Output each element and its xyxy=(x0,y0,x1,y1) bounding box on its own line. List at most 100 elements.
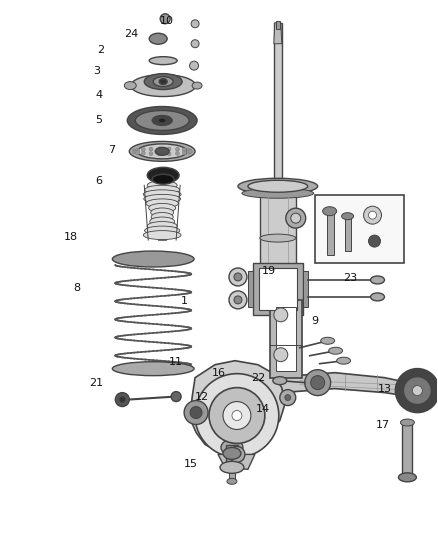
Ellipse shape xyxy=(151,213,173,221)
Ellipse shape xyxy=(124,82,136,90)
Ellipse shape xyxy=(220,462,244,473)
Text: 4: 4 xyxy=(95,91,102,100)
Text: 13: 13 xyxy=(378,384,392,394)
Circle shape xyxy=(396,369,438,413)
Text: 2: 2 xyxy=(98,45,105,55)
Circle shape xyxy=(223,401,251,430)
Ellipse shape xyxy=(143,231,181,240)
Circle shape xyxy=(115,393,129,407)
Circle shape xyxy=(167,152,171,156)
Text: 5: 5 xyxy=(95,115,102,125)
Ellipse shape xyxy=(152,174,174,184)
Bar xyxy=(314,195,404,263)
Polygon shape xyxy=(238,373,419,469)
Ellipse shape xyxy=(144,195,180,203)
Circle shape xyxy=(195,374,279,457)
Bar xyxy=(345,215,350,251)
Bar xyxy=(276,307,296,370)
Circle shape xyxy=(234,273,242,281)
Ellipse shape xyxy=(152,116,172,125)
Ellipse shape xyxy=(148,204,176,212)
Circle shape xyxy=(280,390,296,406)
Ellipse shape xyxy=(328,347,343,354)
Circle shape xyxy=(167,147,171,151)
Ellipse shape xyxy=(371,293,385,301)
Circle shape xyxy=(158,152,162,156)
Text: 22: 22 xyxy=(251,373,265,383)
Text: 6: 6 xyxy=(95,176,102,187)
Ellipse shape xyxy=(147,181,177,190)
Circle shape xyxy=(413,385,422,395)
Ellipse shape xyxy=(155,148,169,155)
Bar xyxy=(276,21,280,29)
Text: 9: 9 xyxy=(311,316,318,326)
Circle shape xyxy=(229,291,247,309)
Ellipse shape xyxy=(143,190,181,199)
Circle shape xyxy=(368,235,381,247)
Bar xyxy=(253,263,303,315)
Ellipse shape xyxy=(145,185,180,194)
Circle shape xyxy=(311,376,325,390)
Ellipse shape xyxy=(227,478,237,484)
Bar xyxy=(226,446,238,467)
Ellipse shape xyxy=(248,180,308,192)
Bar xyxy=(327,210,334,255)
Circle shape xyxy=(119,397,125,402)
Ellipse shape xyxy=(129,141,195,161)
Circle shape xyxy=(158,147,162,151)
Ellipse shape xyxy=(145,226,180,235)
Circle shape xyxy=(305,370,331,395)
Circle shape xyxy=(149,152,153,156)
Bar xyxy=(403,423,413,478)
Circle shape xyxy=(188,149,192,154)
Polygon shape xyxy=(190,361,285,454)
Ellipse shape xyxy=(238,178,318,194)
Ellipse shape xyxy=(242,188,314,198)
Circle shape xyxy=(403,377,431,405)
Ellipse shape xyxy=(342,213,353,220)
Ellipse shape xyxy=(144,74,182,90)
Circle shape xyxy=(160,14,170,24)
Text: 3: 3 xyxy=(93,66,100,76)
Ellipse shape xyxy=(399,473,417,482)
Circle shape xyxy=(188,149,192,154)
Circle shape xyxy=(187,150,191,154)
Text: 12: 12 xyxy=(194,392,208,402)
Ellipse shape xyxy=(400,419,414,426)
Circle shape xyxy=(190,61,198,70)
Circle shape xyxy=(191,20,199,28)
Polygon shape xyxy=(274,23,282,44)
Ellipse shape xyxy=(112,251,194,267)
Circle shape xyxy=(191,40,199,47)
Ellipse shape xyxy=(323,207,337,216)
Bar xyxy=(259,268,297,310)
Ellipse shape xyxy=(337,357,350,364)
Bar xyxy=(248,271,253,307)
Bar xyxy=(274,23,282,185)
Text: 21: 21 xyxy=(89,378,103,389)
Ellipse shape xyxy=(112,362,194,376)
Circle shape xyxy=(182,148,186,152)
Text: 17: 17 xyxy=(376,420,390,430)
Circle shape xyxy=(364,206,381,224)
Ellipse shape xyxy=(150,217,175,226)
Ellipse shape xyxy=(147,222,177,231)
Circle shape xyxy=(229,268,247,286)
Circle shape xyxy=(229,447,245,462)
Circle shape xyxy=(182,151,186,155)
Circle shape xyxy=(232,410,242,421)
Bar xyxy=(229,465,235,481)
Ellipse shape xyxy=(147,167,179,183)
Ellipse shape xyxy=(159,78,167,85)
Circle shape xyxy=(176,147,180,151)
Ellipse shape xyxy=(149,56,177,64)
Ellipse shape xyxy=(192,82,202,89)
Circle shape xyxy=(368,211,377,219)
Circle shape xyxy=(184,401,208,424)
Ellipse shape xyxy=(221,439,243,455)
Circle shape xyxy=(176,151,180,156)
Text: 18: 18 xyxy=(64,232,78,243)
Circle shape xyxy=(136,150,140,155)
Text: 1: 1 xyxy=(180,296,187,306)
Circle shape xyxy=(187,149,191,152)
